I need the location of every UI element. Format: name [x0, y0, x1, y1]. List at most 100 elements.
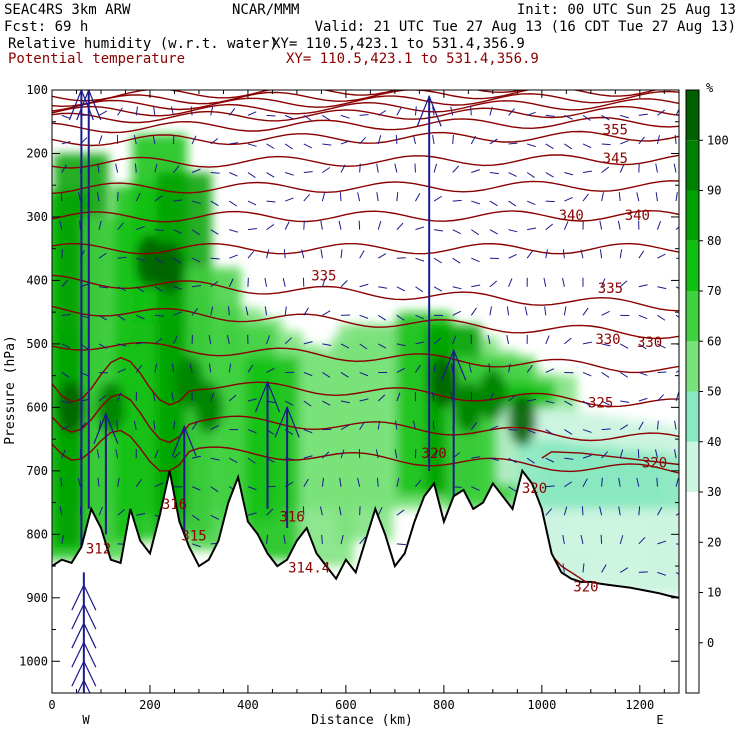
wind-arrow [303, 307, 309, 316]
wind-arrow [450, 392, 454, 402]
wind-arrow [359, 163, 361, 173]
deep-wind-arrowhead [71, 583, 97, 611]
wind-arrow [340, 114, 350, 119]
wind-arrow [154, 195, 163, 202]
wind-arrow [247, 172, 256, 178]
deep-wind-arrowhead [71, 602, 97, 630]
wind-arrow [599, 506, 603, 516]
wind-arrow [173, 165, 180, 173]
header-field-rh: Relative humidity (w.r.t. water) [8, 36, 278, 52]
wind-arrow [526, 429, 536, 434]
wind-arrow [638, 314, 648, 320]
wind-arrow [154, 314, 164, 317]
wind-arrow [394, 163, 398, 173]
wind-arrow [117, 192, 119, 202]
wind-arrow [452, 257, 461, 264]
wind-arrow [191, 135, 197, 145]
wind-arrow [77, 477, 81, 487]
wind-arrow [98, 220, 102, 230]
colorbar-tick-label: 20 [707, 535, 721, 549]
wind-arrow [545, 485, 555, 488]
wind-arrow [564, 197, 573, 202]
wind-arrow [432, 134, 435, 145]
wind-arrow [359, 343, 368, 350]
theta-label: 345 [603, 151, 628, 167]
wind-arrow [601, 451, 609, 459]
wind-arrow [468, 363, 472, 373]
wind-arrow [115, 449, 119, 459]
wind-arrow [152, 392, 156, 402]
header-org: NCAR/MMM [232, 2, 299, 18]
wind-arrow [79, 220, 81, 230]
wind-arrow [601, 564, 607, 573]
wind-arrow [359, 136, 367, 145]
wind-arrow [322, 400, 331, 406]
wind-arrow [451, 363, 454, 373]
wind-arrow [264, 277, 268, 287]
colorbar-tick-label: 90 [707, 184, 721, 198]
wind-arrow [321, 477, 325, 487]
wind-arrow [638, 506, 641, 516]
wind-arrow [266, 534, 269, 544]
wind-arrow [98, 110, 108, 116]
wind-arrow [284, 306, 287, 316]
wind-arrow [638, 421, 644, 430]
header-model: SEAC4RS 3km ARW [4, 2, 131, 18]
wind-arrow [471, 284, 481, 288]
theta-line [52, 90, 644, 102]
wind-arrow [396, 107, 402, 116]
wind-arrow [359, 398, 369, 402]
wind-arrow [657, 507, 663, 516]
theta-line [52, 180, 679, 195]
wind-arrow [303, 400, 312, 407]
wind-arrow [580, 249, 584, 259]
wind-arrow [357, 477, 361, 487]
wind-arrow [266, 367, 275, 373]
wind-arrow [117, 509, 125, 516]
wind-arrow [98, 394, 107, 402]
wind-arrow [247, 228, 257, 231]
wind-arrow [359, 536, 366, 545]
wind-arrow [228, 363, 232, 373]
theta-label: 355 [603, 122, 628, 138]
wind-arrow [359, 283, 369, 288]
wind-arrow [396, 222, 404, 230]
wind-arrow [432, 106, 435, 116]
wind-arrow [601, 343, 611, 347]
x-tick-label: 800 [433, 698, 455, 712]
wind-arrow [470, 422, 478, 430]
wind-arrow [582, 429, 592, 433]
theta-label: 340 [559, 208, 584, 224]
wind-arrow [340, 534, 344, 544]
wind-arrow [98, 343, 108, 349]
theta-label: 314.4 [288, 560, 330, 576]
wind-arrow [172, 420, 176, 430]
y-tick-label: 700 [26, 464, 48, 478]
wind-arrow [284, 337, 293, 345]
wind-arrow [303, 114, 312, 121]
wind-arrow [338, 220, 342, 230]
wind-arrow [564, 481, 573, 488]
wind-arrow [173, 311, 182, 316]
wind-arrow [562, 277, 565, 287]
wind-arrow [229, 200, 238, 207]
wind-arrow [489, 392, 494, 402]
wind-arrow [620, 140, 629, 145]
theta-line [52, 305, 679, 340]
wind-arrow [544, 306, 547, 316]
wind-arrow [61, 372, 70, 378]
wind-arrow [190, 106, 193, 116]
theta-label: 335 [311, 268, 336, 284]
wind-arrow [359, 314, 369, 319]
deep-wind-arrowhead [71, 640, 97, 668]
wind-arrow [303, 341, 313, 345]
wind-arrow [97, 477, 100, 487]
wind-arrow [601, 166, 610, 173]
wind-arrow [98, 420, 102, 430]
wind-arrow [675, 392, 679, 402]
wind-arrow [135, 192, 141, 202]
wind-arrow [675, 192, 678, 202]
wind-arrow [210, 457, 220, 461]
wind-arrow [378, 286, 388, 289]
wind-arrow [61, 164, 67, 173]
